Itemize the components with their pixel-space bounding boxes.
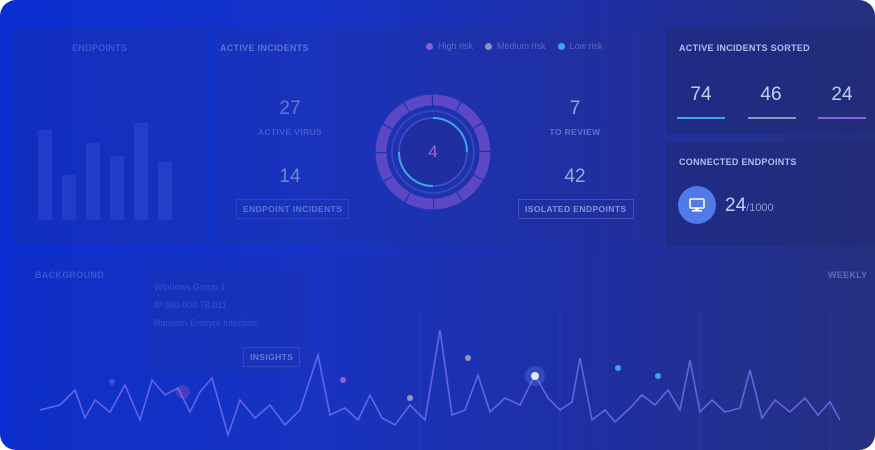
endpoint-incidents-label[interactable]: Endpoint incidents bbox=[236, 199, 350, 219]
endpoint-incidents-value: 14 bbox=[279, 166, 301, 187]
marker-medium bbox=[465, 355, 471, 361]
active-virus-label: Active virus bbox=[257, 127, 323, 137]
to-review-value: 7 bbox=[569, 98, 581, 119]
weekly-label: WEEKLY bbox=[828, 270, 868, 280]
to-review-label: To review bbox=[549, 127, 601, 137]
marker-medium bbox=[407, 395, 413, 401]
endpoints-bar-chart bbox=[38, 123, 172, 220]
background-title: Background bbox=[35, 270, 104, 280]
sorted-low-underline bbox=[818, 117, 866, 119]
insights-button[interactable]: INSIGHTS bbox=[243, 347, 301, 367]
risk-ring bbox=[375, 94, 491, 210]
legend-medium: Medium risk bbox=[485, 41, 546, 51]
marker-active bbox=[531, 372, 539, 380]
bar bbox=[110, 156, 124, 220]
bar bbox=[158, 162, 172, 220]
isolated-value: 42 bbox=[564, 166, 586, 187]
sorted-high: 74 bbox=[690, 84, 712, 105]
marker-low bbox=[109, 379, 115, 385]
sorted-medium-underline bbox=[748, 117, 796, 119]
bar bbox=[38, 130, 52, 220]
marker-medium bbox=[340, 377, 346, 383]
bar bbox=[134, 123, 148, 220]
active-incidents-title: Active Incidents bbox=[220, 43, 309, 53]
endpoints-title: Endpoints bbox=[72, 43, 128, 53]
marker-low-risk bbox=[655, 373, 661, 379]
weekly-series-line bbox=[39, 329, 841, 438]
risk-legend: High risk Medium risk Low risk bbox=[426, 41, 603, 51]
insights-line2: IP 860.000.78.011 bbox=[154, 300, 227, 310]
monitor-icon bbox=[678, 186, 716, 224]
marker-high bbox=[176, 385, 190, 399]
sorted-panel bbox=[666, 28, 875, 134]
isolated-endpoints-label[interactable]: Isolated endpoints bbox=[518, 199, 634, 219]
insights-card bbox=[148, 270, 310, 372]
sorted-low: 24 bbox=[831, 84, 853, 105]
legend-high: High risk bbox=[426, 41, 473, 51]
legend-low: Low risk bbox=[557, 41, 603, 51]
connected-title: Connected endpoints bbox=[679, 157, 797, 167]
weekly-line-chart bbox=[39, 310, 841, 450]
insights-line3: Ransom Encrypt Infection bbox=[154, 318, 258, 328]
bar bbox=[62, 175, 76, 220]
bar bbox=[86, 143, 100, 220]
connected-count: 24/1000 bbox=[725, 195, 774, 216]
ring-center-value: 4 bbox=[428, 142, 438, 161]
sorted-title: Active incidents sorted bbox=[679, 43, 810, 53]
active-virus-value: 27 bbox=[279, 98, 301, 119]
marker-low-risk bbox=[615, 365, 621, 371]
endpoints-panel bbox=[12, 28, 207, 246]
sorted-medium: 46 bbox=[760, 84, 782, 105]
insights-line1: Windows Group 1 bbox=[154, 282, 226, 292]
sorted-high-underline bbox=[677, 117, 725, 119]
